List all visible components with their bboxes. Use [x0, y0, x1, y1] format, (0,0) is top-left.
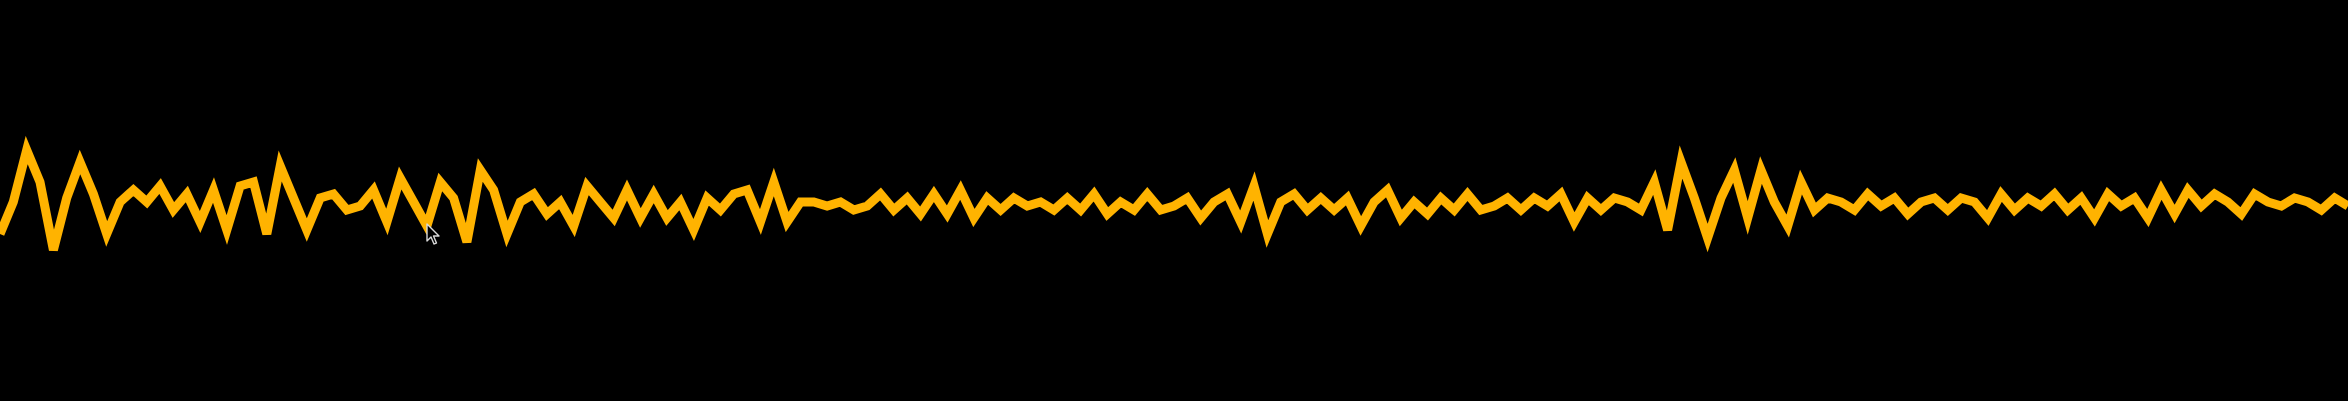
waveform-line — [0, 135, 2348, 253]
